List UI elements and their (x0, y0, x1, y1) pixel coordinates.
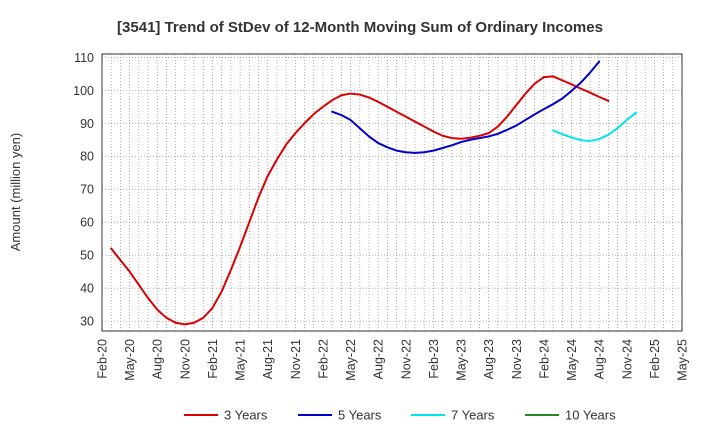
y-tick-label: 50 (80, 249, 94, 263)
x-tick-label: Aug-22 (372, 339, 386, 379)
y-axis-label: Amount (million yen) (8, 133, 23, 252)
x-tick-label: Aug-23 (482, 339, 496, 379)
series-line-3-years (110, 75, 610, 326)
grid-lines (102, 54, 682, 331)
x-tick-label: Nov-22 (399, 339, 413, 379)
y-tick-label: 40 (80, 282, 94, 296)
x-tick-label: May-24 (565, 339, 579, 381)
legend-label-10-years: 10 Years (565, 408, 616, 423)
x-tick-label: Aug-21 (261, 339, 275, 379)
y-tick-label: 100 (73, 84, 94, 98)
x-tick-label: May-20 (123, 339, 137, 381)
x-tick-label: Feb-25 (648, 339, 662, 379)
legend-label-7-years: 7 Years (451, 408, 495, 423)
x-tick-label: May-21 (234, 339, 248, 381)
x-tick-label: May-25 (676, 339, 690, 381)
x-tick-label: Nov-24 (620, 339, 634, 379)
x-tick-label: Nov-23 (510, 339, 524, 379)
x-tick-label: Nov-21 (289, 339, 303, 379)
x-tick-label: Aug-24 (593, 339, 607, 379)
plot-area (101, 53, 683, 332)
x-tick-label: Feb-22 (316, 339, 330, 379)
x-tick-label: May-23 (455, 339, 469, 381)
y-tick-label: 30 (80, 315, 94, 329)
y-tick-label: 90 (80, 117, 94, 131)
legend: 3 Years 5 Years 7 Years 10 Years (184, 408, 616, 423)
y-tick-label: 110 (74, 51, 94, 65)
series-line-7-years (552, 111, 637, 143)
x-axis-ticks: Feb-20 May-20 Aug-20 Nov-20 Feb-21 May-21 Aug-… (96, 339, 690, 381)
legend-label-3-years: 3 Years (224, 408, 268, 423)
y-tick-label: 60 (80, 216, 94, 230)
series-line-5-years (331, 60, 601, 154)
y-tick-label: 80 (80, 150, 94, 164)
series-lines (110, 60, 637, 326)
y-axis-ticks: 30 40 50 60 70 80 90 100 110 (73, 51, 94, 329)
legend-label-5-years: 5 Years (338, 408, 382, 423)
x-tick-label: Feb-21 (206, 339, 220, 379)
x-tick-label: Feb-24 (537, 339, 551, 379)
x-tick-label: May-22 (344, 339, 358, 381)
x-tick-label: Feb-23 (427, 339, 441, 379)
x-tick-label: Aug-20 (151, 339, 165, 379)
x-tick-label: Feb-20 (96, 339, 110, 379)
y-tick-label: 70 (80, 183, 94, 197)
x-tick-label: Nov-20 (178, 339, 192, 379)
chart-title: [3541] Trend of StDev of 12-Month Moving… (117, 19, 603, 36)
